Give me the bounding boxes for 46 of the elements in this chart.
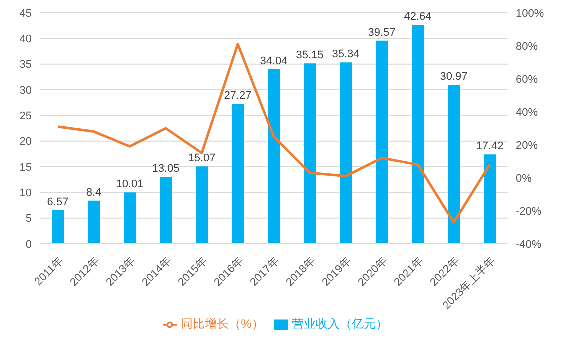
y-tick-label: 30 [20,84,32,97]
bar [160,177,172,244]
y-tick-label: 5 [26,213,32,226]
bar [412,25,424,244]
data-label: 39.57 [368,26,396,39]
data-label: 35.15 [296,50,324,62]
data-label: 6.57 [47,196,69,208]
y2-tick-label: -20% [516,206,542,218]
bar [484,154,496,244]
y2-tick-label: -40% [516,238,542,251]
legend-label: 同比增长（%） [181,317,264,331]
y-tick-label: 45 [20,8,32,20]
bar [268,69,280,244]
bar [340,62,352,244]
data-label: 35.34 [332,48,360,61]
y2-tick-label: 100% [516,8,544,20]
bar [124,192,136,244]
data-label: 27.27 [224,90,252,102]
bar [196,166,208,244]
y-tick-label: 10 [20,188,32,200]
data-label: 42.64 [404,11,432,24]
y2-tick-label: 40% [516,106,538,119]
bar [88,200,100,244]
bar [52,210,64,244]
y-tick-label: 40 [20,34,32,46]
y-tick-label: 0 [26,238,32,251]
bar [232,104,244,244]
y2-tick-label: 0% [516,172,532,185]
y-tick-label: 25 [20,110,32,123]
data-label: 15.07 [188,152,216,165]
y2-tick-label: 80% [516,40,538,53]
bar [304,64,316,244]
data-label: 17.42 [476,140,504,153]
y-tick-label: 15 [20,162,32,174]
bar [376,40,388,244]
data-label: 13.05 [152,163,180,176]
data-label: 34.04 [260,55,288,68]
data-label: 8.4 [86,186,102,199]
data-label: 10.01 [116,178,144,191]
y2-tick-label: 60% [516,74,538,86]
legend-label: 营业收入（亿元） [292,317,388,331]
bar [448,85,460,244]
y2-tick-label: 20% [516,140,538,152]
data-label: 30.97 [440,71,468,84]
y-tick-label: 35 [20,59,32,72]
y-tick-label: 20 [20,136,32,148]
